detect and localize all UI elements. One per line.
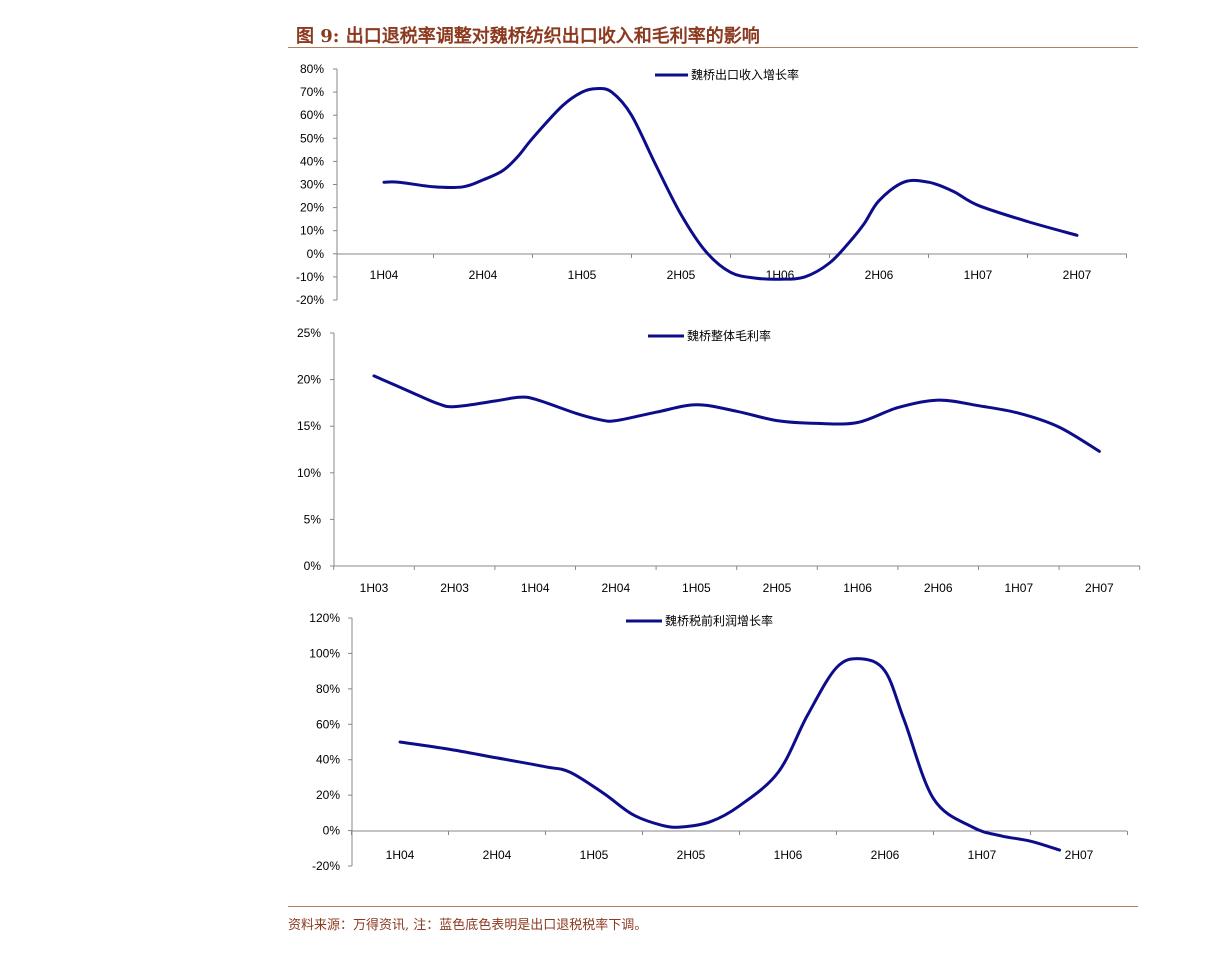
y-tick-label: 80% <box>316 682 340 696</box>
y-tick-label: 40% <box>300 154 324 168</box>
y-tick-label: 60% <box>316 717 340 731</box>
x-tick-label: 2H04 <box>469 268 498 282</box>
series-line <box>372 374 1101 453</box>
y-tick-label: 40% <box>316 753 340 767</box>
title-divider <box>288 47 1138 48</box>
pretax-profit-growth-chart: 120% 100% 80% 60% 40% 20% 0% -20% 1H04 2H04 1H05 2H… <box>309 611 1128 873</box>
y-tick-label: 120% <box>309 611 340 625</box>
x-tick-label: 1H04 <box>386 848 415 862</box>
series-line <box>382 87 1079 281</box>
y-tick-label: 10% <box>300 224 324 238</box>
legend-label: 魏桥税前利润增长率 <box>665 613 773 628</box>
legend-label: 魏桥出口收入增长率 <box>691 67 799 82</box>
source-divider <box>288 906 1138 907</box>
x-tick-label: 2H06 <box>871 848 900 862</box>
export-revenue-growth-chart: 80% 70% 60% 50% 40% 30% 20% 10% 0% -10% -20% 1H04 2H… <box>296 62 1127 307</box>
x-tick-label: 2H07 <box>1063 268 1092 282</box>
y-tick-label: 0% <box>307 247 325 261</box>
y-tick-label: -20% <box>296 293 324 307</box>
x-tick-label: 2H03 <box>440 581 469 595</box>
x-tick-label: 2H05 <box>667 268 696 282</box>
y-tick-label: 70% <box>300 85 324 99</box>
series-line <box>398 657 1062 852</box>
y-tick-label: 80% <box>300 62 324 76</box>
source-note: 资料来源：万得资讯, 注：蓝色底色表明是出口退税税率下调。 <box>288 918 648 933</box>
x-tick-label: 1H06 <box>774 848 803 862</box>
y-tick-label: -20% <box>312 859 340 873</box>
x-tick-label: 2H07 <box>1085 581 1114 595</box>
y-tick-label: 60% <box>300 108 324 122</box>
y-tick-label: 20% <box>297 373 321 387</box>
y-tick-label: 0% <box>323 824 341 838</box>
x-tick-label: 1H05 <box>682 581 711 595</box>
y-tick-label: 25% <box>297 326 321 340</box>
x-tick-label: 2H05 <box>677 848 706 862</box>
x-tick-label: 2H07 <box>1065 848 1094 862</box>
x-tick-label: 1H06 <box>843 581 872 595</box>
y-tick-label: 5% <box>304 512 322 526</box>
x-tick-label: 2H06 <box>924 581 953 595</box>
gross-margin-chart: 25% 20% 15% 10% 5% 0% 1H03 2H03 1H04 2H04 1H05 2H05… <box>297 326 1141 595</box>
figure-title: 图 9: 出口退税率调整对魏桥纺织出口收入和毛利率的影响 <box>296 26 760 47</box>
legend-label: 魏桥整体毛利率 <box>687 328 771 343</box>
y-tick-label: 20% <box>300 201 324 215</box>
y-tick-label: 10% <box>297 466 321 480</box>
y-tick-label: 100% <box>309 646 340 660</box>
x-tick-label: 1H03 <box>360 581 389 595</box>
y-tick-label: 15% <box>297 419 321 433</box>
x-tick-label: 1H07 <box>1004 581 1033 595</box>
x-tick-label: 1H07 <box>968 848 997 862</box>
x-tick-label: 2H06 <box>865 268 894 282</box>
y-tick-label: 50% <box>300 131 324 145</box>
y-tick-label: 20% <box>316 788 340 802</box>
x-tick-label: 1H05 <box>568 268 597 282</box>
x-tick-label: 2H04 <box>601 581 630 595</box>
y-tick-label: -10% <box>296 270 324 284</box>
x-tick-label: 1H07 <box>964 268 993 282</box>
x-tick-label: 2H05 <box>763 581 792 595</box>
x-tick-label: 1H04 <box>370 268 399 282</box>
y-tick-label: 30% <box>300 178 324 192</box>
x-tick-label: 2H04 <box>483 848 512 862</box>
x-tick-label: 1H05 <box>580 848 609 862</box>
x-tick-label: 1H04 <box>521 581 550 595</box>
y-tick-label: 0% <box>304 559 322 573</box>
